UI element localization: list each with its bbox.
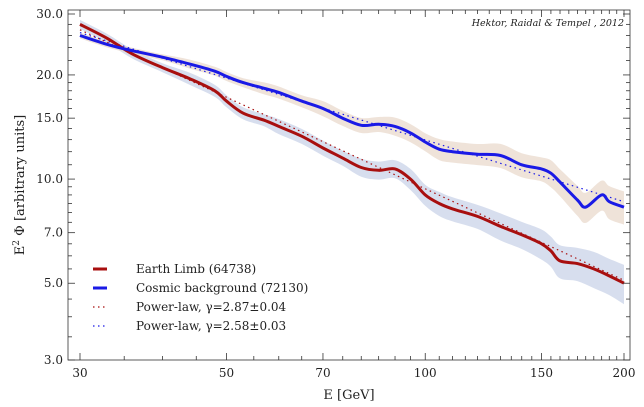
y-tick-label: 15.0 xyxy=(36,111,63,125)
x-tick-label: 100 xyxy=(414,366,437,380)
y-tick-label: 3.0 xyxy=(44,353,63,367)
y-tick-label: 5.0 xyxy=(44,276,63,290)
x-tick-label: 150 xyxy=(530,366,553,380)
legend-item-cosmic-background: Cosmic background (72130) xyxy=(93,281,308,295)
y-tick-label: 7.0 xyxy=(44,226,63,240)
cosmic-background-line xyxy=(79,34,625,209)
x-axis-title: E [GeV] xyxy=(323,388,374,403)
plot-frame xyxy=(67,9,631,361)
legend-item-power-law-earth: Power-law, γ=2.87±0.04 xyxy=(93,300,287,314)
axis-ticks: 30 50 70 100 150 200 3.0 5.0 7.0 10.0 15.0 20.0 30.0 xyxy=(36,7,635,380)
cosmic-background-band xyxy=(80,32,624,225)
legend-item-power-law-cosmic: Power-law, γ=2.58±0.03 xyxy=(93,319,286,333)
x-tick-label: 70 xyxy=(315,366,330,380)
y-axis-title: E2 Φ [arbitrary units] xyxy=(12,115,28,255)
x-tick-label: 200 xyxy=(613,366,636,380)
y-tick-label: 20.0 xyxy=(36,68,63,82)
y-tick-label: 30.0 xyxy=(36,7,63,21)
legend-item-earth-limb: Earth Limb (64738) xyxy=(93,262,256,276)
legend: Earth Limb (64738) Cosmic background (721… xyxy=(93,262,308,333)
x-tick-label: 50 xyxy=(219,366,234,380)
y-tick-label: 10.0 xyxy=(36,172,63,186)
legend-label: Earth Limb (64738) xyxy=(136,262,256,276)
x-tick-label: 30 xyxy=(72,366,87,380)
legend-label: Power-law, γ=2.87±0.04 xyxy=(136,300,287,314)
legend-label: Cosmic background (72130) xyxy=(136,281,308,295)
legend-label: Power-law, γ=2.58±0.03 xyxy=(136,319,286,333)
earth-limb-line xyxy=(79,23,625,285)
series-lines xyxy=(79,23,625,285)
annotation-text: Hektor, Raidal & Tempel , 2012 xyxy=(471,18,624,29)
